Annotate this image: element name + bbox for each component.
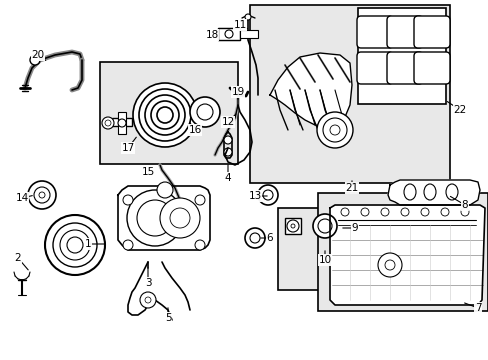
FancyBboxPatch shape: [386, 16, 422, 48]
Polygon shape: [118, 186, 209, 250]
Circle shape: [317, 219, 331, 233]
Circle shape: [127, 190, 183, 246]
Circle shape: [197, 104, 213, 120]
Bar: [240, 30, 258, 38]
Text: 1: 1: [84, 239, 91, 249]
Circle shape: [39, 192, 45, 198]
Circle shape: [195, 240, 204, 250]
Bar: [118, 112, 126, 134]
Circle shape: [139, 89, 191, 141]
Circle shape: [460, 208, 468, 216]
Circle shape: [30, 55, 40, 65]
Polygon shape: [269, 53, 351, 127]
Circle shape: [157, 107, 173, 123]
Text: 22: 22: [452, 105, 466, 115]
FancyBboxPatch shape: [413, 16, 449, 48]
Circle shape: [224, 30, 232, 38]
Circle shape: [329, 125, 339, 135]
Text: 18: 18: [205, 30, 218, 40]
Circle shape: [151, 101, 179, 129]
Circle shape: [123, 195, 133, 205]
Circle shape: [244, 14, 250, 20]
Circle shape: [263, 190, 272, 200]
Circle shape: [384, 260, 394, 270]
Text: 10: 10: [318, 255, 331, 265]
Circle shape: [105, 120, 111, 126]
Circle shape: [400, 208, 408, 216]
Ellipse shape: [423, 184, 435, 200]
Circle shape: [312, 214, 336, 238]
Text: 16: 16: [188, 125, 201, 135]
Circle shape: [440, 208, 448, 216]
Text: 21: 21: [345, 183, 358, 193]
Circle shape: [377, 253, 401, 277]
Circle shape: [420, 208, 428, 216]
Text: 3: 3: [144, 278, 151, 288]
Bar: [100, 62, 238, 164]
Text: 6: 6: [266, 233, 273, 243]
FancyBboxPatch shape: [413, 52, 449, 84]
FancyBboxPatch shape: [386, 52, 422, 84]
Bar: [285, 218, 301, 234]
Circle shape: [170, 208, 190, 228]
Circle shape: [160, 198, 200, 238]
Ellipse shape: [445, 184, 457, 200]
Text: 5: 5: [164, 313, 171, 323]
Text: 15: 15: [141, 167, 154, 177]
Circle shape: [145, 297, 151, 303]
Text: 8: 8: [461, 200, 468, 210]
Circle shape: [137, 200, 173, 236]
Circle shape: [28, 181, 56, 209]
Circle shape: [157, 182, 173, 198]
Circle shape: [45, 215, 105, 275]
Bar: [317, 193, 487, 311]
Circle shape: [316, 112, 352, 148]
Text: 12: 12: [221, 117, 234, 127]
Circle shape: [102, 117, 114, 129]
Circle shape: [118, 119, 126, 127]
Circle shape: [380, 208, 388, 216]
Bar: [249, 5, 449, 183]
Circle shape: [190, 97, 220, 127]
Circle shape: [34, 187, 50, 203]
Bar: [357, 8, 445, 104]
Text: 7: 7: [474, 303, 480, 313]
Circle shape: [249, 233, 260, 243]
FancyBboxPatch shape: [356, 16, 392, 48]
Circle shape: [244, 228, 264, 248]
Polygon shape: [387, 180, 479, 205]
Text: 2: 2: [15, 253, 21, 263]
Circle shape: [60, 230, 90, 260]
Text: 19: 19: [231, 87, 244, 97]
Circle shape: [323, 118, 346, 142]
Circle shape: [140, 292, 156, 308]
FancyBboxPatch shape: [356, 52, 392, 84]
Circle shape: [360, 208, 368, 216]
Text: 13: 13: [248, 191, 261, 201]
Text: 20: 20: [31, 50, 44, 60]
Text: 14: 14: [15, 193, 29, 203]
Circle shape: [286, 220, 298, 232]
Text: 17: 17: [121, 143, 134, 153]
Circle shape: [224, 148, 231, 156]
Circle shape: [258, 185, 278, 205]
Circle shape: [145, 95, 184, 135]
Circle shape: [224, 136, 231, 144]
Circle shape: [123, 240, 133, 250]
Text: 9: 9: [351, 223, 358, 233]
Bar: [218, 28, 240, 40]
Bar: [112, 118, 132, 126]
Polygon shape: [329, 205, 484, 305]
Text: 4: 4: [224, 173, 231, 183]
Text: 11: 11: [233, 20, 246, 30]
Circle shape: [133, 83, 197, 147]
Circle shape: [195, 195, 204, 205]
Circle shape: [53, 223, 97, 267]
Circle shape: [290, 224, 294, 228]
Circle shape: [67, 237, 83, 253]
Ellipse shape: [403, 184, 415, 200]
Bar: [278, 208, 379, 290]
Circle shape: [340, 208, 348, 216]
